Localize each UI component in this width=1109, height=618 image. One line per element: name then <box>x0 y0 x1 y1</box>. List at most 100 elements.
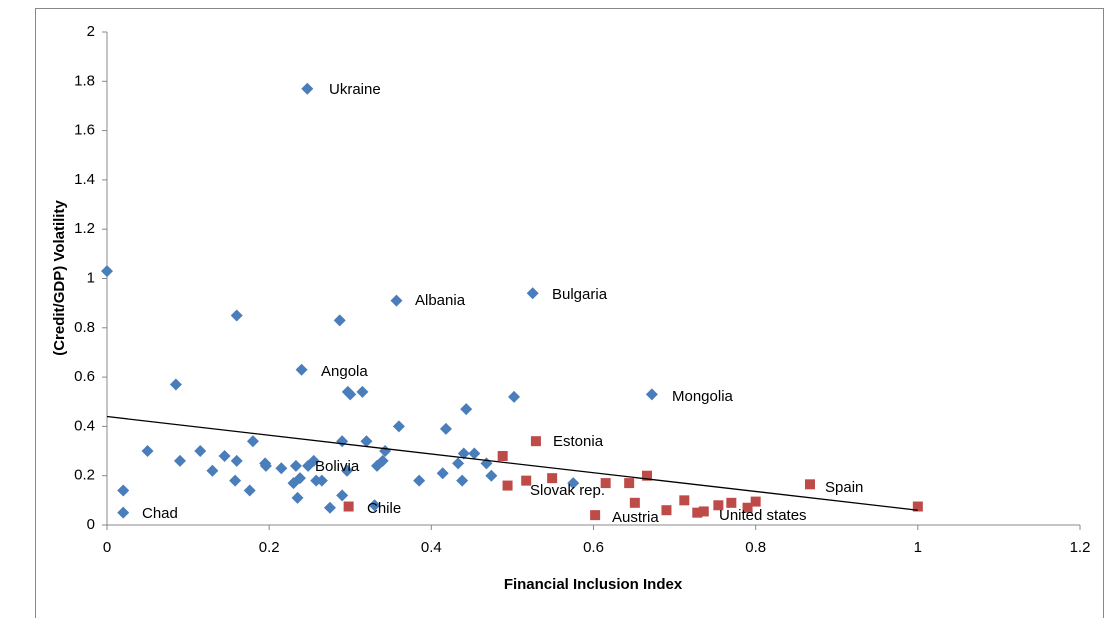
point <box>726 497 737 508</box>
annotation: Spain <box>825 479 863 496</box>
point <box>460 403 473 416</box>
point <box>336 489 349 502</box>
point <box>502 480 513 491</box>
point <box>117 484 130 497</box>
x-tick-label: 0.8 <box>745 539 766 556</box>
point <box>307 454 320 467</box>
y-tick-label: 1.2 <box>74 220 95 237</box>
point <box>508 390 521 403</box>
annotation: Ukraine <box>329 81 381 98</box>
annotation: Bulgaria <box>552 286 608 303</box>
point <box>392 420 405 433</box>
point <box>912 501 923 512</box>
point <box>390 294 403 307</box>
trendline <box>106 415 918 511</box>
point <box>275 462 288 475</box>
point <box>301 82 314 95</box>
point <box>713 500 724 511</box>
point <box>246 435 259 448</box>
point <box>230 309 243 322</box>
point <box>376 454 389 467</box>
chart-border <box>35 8 1104 618</box>
point <box>624 478 635 489</box>
point <box>194 445 207 458</box>
point <box>343 501 354 512</box>
point <box>218 449 231 462</box>
y-tick-label: 1.8 <box>74 72 95 89</box>
annotation: Chad <box>142 505 178 522</box>
point <box>750 496 761 507</box>
x-tick-label: 0.2 <box>259 539 280 556</box>
y-tick-label: 1 <box>87 269 95 286</box>
x-tick-label: 0.6 <box>583 539 604 556</box>
point <box>368 499 381 512</box>
point <box>547 473 558 484</box>
y-axis-title: (Credit/GDP) Volatility <box>51 200 68 356</box>
point <box>356 385 369 398</box>
point <box>629 497 640 508</box>
annotation: Slovak rep. <box>530 482 605 499</box>
point <box>289 459 302 472</box>
point <box>341 464 354 477</box>
point <box>333 314 346 327</box>
point <box>315 474 328 487</box>
annotation: Bolivia <box>315 458 360 475</box>
y-tick-label: 0.4 <box>74 417 95 434</box>
point <box>600 478 611 489</box>
point <box>206 464 219 477</box>
y-tick-label: 0.2 <box>74 467 95 484</box>
point <box>457 447 470 460</box>
point <box>169 378 182 391</box>
point <box>439 422 452 435</box>
x-axis-title: Financial Inclusion Index <box>504 576 683 593</box>
point <box>344 388 357 401</box>
point <box>468 447 481 460</box>
point <box>452 457 465 470</box>
y-tick-label: 0 <box>87 516 95 533</box>
point <box>679 495 690 506</box>
point <box>101 265 113 278</box>
point <box>229 474 242 487</box>
point <box>295 363 308 376</box>
annotation: Estonia <box>553 433 604 450</box>
annotation: United states <box>719 507 807 524</box>
annotation: Albania <box>415 292 466 309</box>
point <box>379 445 392 458</box>
point <box>117 506 130 519</box>
point <box>645 388 658 401</box>
point <box>526 287 539 300</box>
point <box>497 450 508 461</box>
point <box>480 457 493 470</box>
y-tick-label: 0.8 <box>74 319 95 336</box>
y-tick-label: 2 <box>87 23 95 40</box>
point <box>590 510 601 521</box>
point <box>293 472 306 485</box>
point <box>336 435 349 448</box>
point <box>692 507 703 518</box>
point <box>173 454 186 467</box>
annotation: Mongolia <box>672 388 734 405</box>
annotation: Chile <box>367 500 401 517</box>
point <box>530 436 541 447</box>
x-tick-label: 0.4 <box>421 539 442 556</box>
annotation: Austria <box>612 509 659 526</box>
y-tick-label: 1.6 <box>74 122 95 139</box>
point <box>485 469 498 482</box>
point <box>642 470 653 481</box>
point <box>804 479 815 490</box>
point <box>456 474 469 487</box>
point <box>141 445 154 458</box>
point <box>698 506 709 517</box>
x-tick-label: 0 <box>103 539 111 556</box>
annotation: Angola <box>321 363 368 380</box>
point <box>243 484 256 497</box>
y-tick-label: 0.6 <box>74 368 95 385</box>
point <box>521 475 532 486</box>
point <box>742 502 753 513</box>
y-tick-label: 1.4 <box>74 171 95 188</box>
point <box>436 467 449 480</box>
point <box>567 477 580 490</box>
point <box>259 459 272 472</box>
point <box>413 474 426 487</box>
